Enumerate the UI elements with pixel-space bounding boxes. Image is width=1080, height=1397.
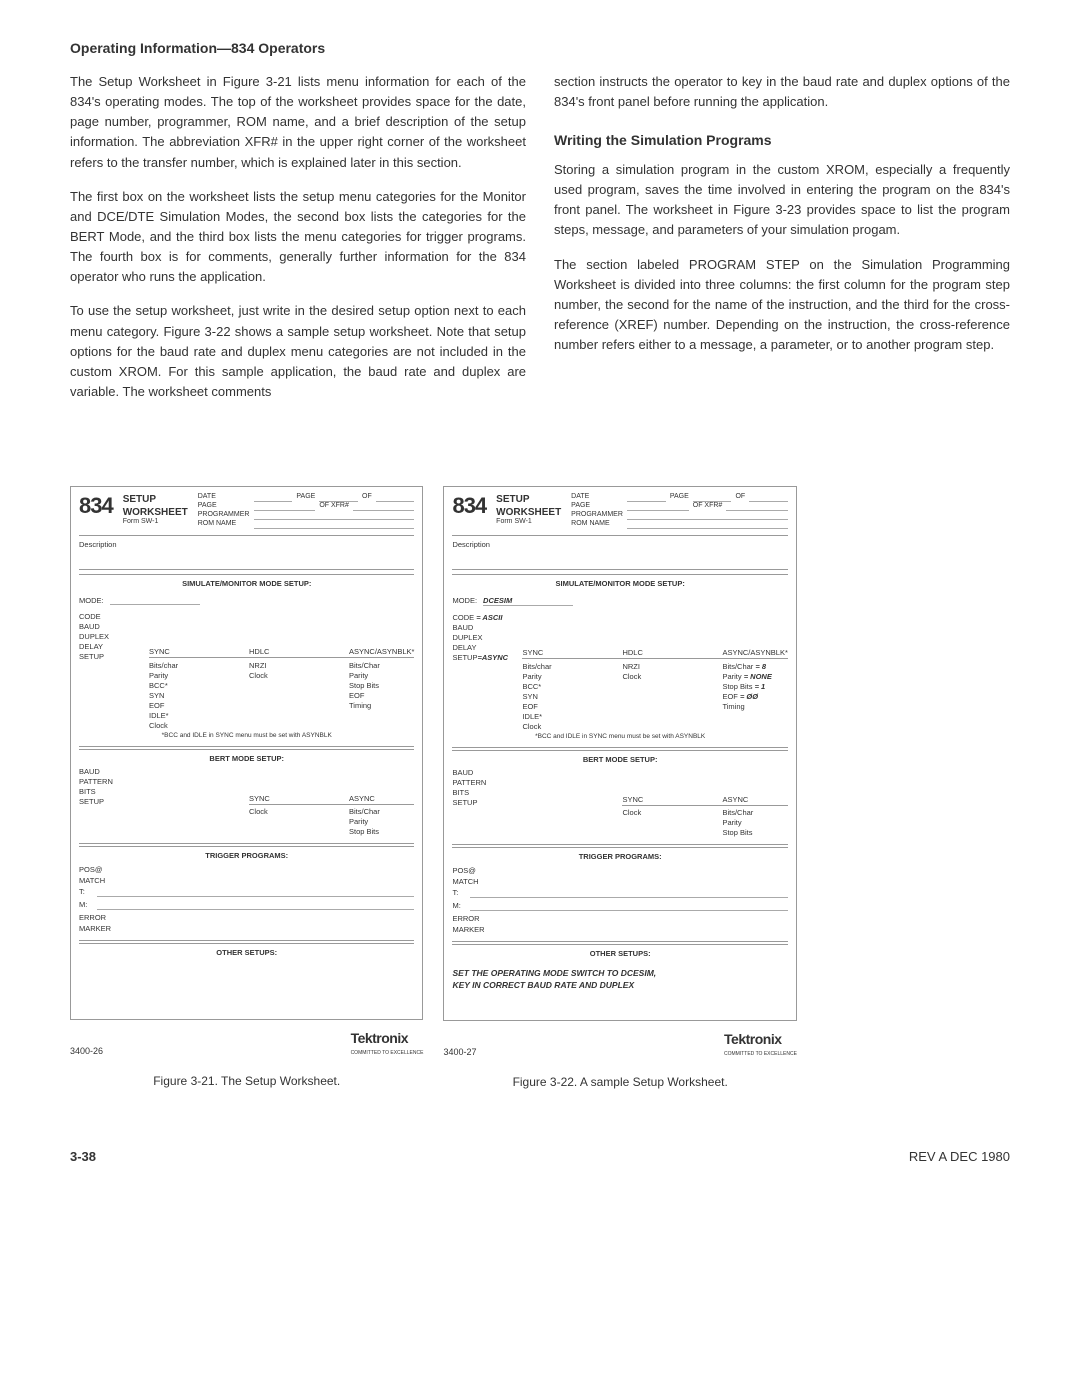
ws-logo-834: 834 <box>79 493 113 529</box>
para: section instructs the operator to key in… <box>554 72 1010 112</box>
ws-logo-834: 834 <box>452 493 486 529</box>
figure-caption: Figure 3-21. The Setup Worksheet. <box>70 1074 423 1088</box>
ws-title: SETUP <box>123 495 188 506</box>
handwritten-value: = ØØ <box>740 692 758 701</box>
ws-header-fields: DATEPAGEOF PAGEOF XFR# PROGRAMMER ROM NA… <box>198 493 415 529</box>
ws-footer-num: 3400-26 <box>70 1046 103 1056</box>
ws-form: Form SW-1 <box>123 518 188 526</box>
para: To use the setup worksheet, just write i… <box>70 301 526 402</box>
handwritten-value: = 1 <box>755 682 766 691</box>
ws-section-title: TRIGGER PROGRAMS: <box>79 846 414 860</box>
ws-section-title: OTHER SETUPS: <box>79 943 414 957</box>
para: Storing a simulation program in the cust… <box>554 160 1010 241</box>
ws-title: WORKSHEET <box>123 508 188 519</box>
figure-caption: Figure 3-22. A sample Setup Worksheet. <box>443 1075 796 1089</box>
handwritten-note: KEY IN CORRECT BAUD RATE AND DUPLEX <box>452 980 787 990</box>
tektronix-logo: Tektronix <box>724 1031 781 1047</box>
ws-footnote: *BCC and IDLE in SYNC menu must be set w… <box>79 730 414 740</box>
revision: REV A DEC 1980 <box>909 1149 1010 1164</box>
worksheet-sample: 834 SETUP WORKSHEET Form SW-1 DATEPAGEOF… <box>443 486 796 1089</box>
tektronix-logo: Tektronix <box>351 1030 408 1046</box>
handwritten-note: SET THE OPERATING MODE SWITCH TO DCESIM, <box>452 968 787 978</box>
handwritten-value: = ASCII <box>476 613 502 622</box>
page-number: 3-38 <box>70 1149 96 1164</box>
handwritten-value: = NONE <box>744 672 772 681</box>
ws-footer-num: 3400-27 <box>443 1047 476 1057</box>
para: The Setup Worksheet in Figure 3-21 lists… <box>70 72 526 173</box>
ws-description: Description <box>79 538 414 570</box>
ws-section-title: SIMULATE/MONITOR MODE SETUP: <box>79 574 414 588</box>
ws-section-title: BERT MODE SETUP: <box>79 749 414 763</box>
handwritten-value: = 8 <box>755 662 766 671</box>
page-header: Operating Information—834 Operators <box>70 40 1010 56</box>
left-column: The Setup Worksheet in Figure 3-21 lists… <box>70 72 526 416</box>
para: The section labeled PROGRAM STEP on the … <box>554 255 1010 356</box>
para: The first box on the worksheet lists the… <box>70 187 526 288</box>
subheading: Writing the Simulation Programs <box>554 130 1010 152</box>
worksheet-blank: 834 SETUP WORKSHEET Form SW-1 DATEPAGEOF… <box>70 486 423 1089</box>
right-column: section instructs the operator to key in… <box>554 72 1010 416</box>
handwritten-value: DCESIM <box>483 596 573 606</box>
handwritten-value: =ASYNC <box>477 653 508 662</box>
